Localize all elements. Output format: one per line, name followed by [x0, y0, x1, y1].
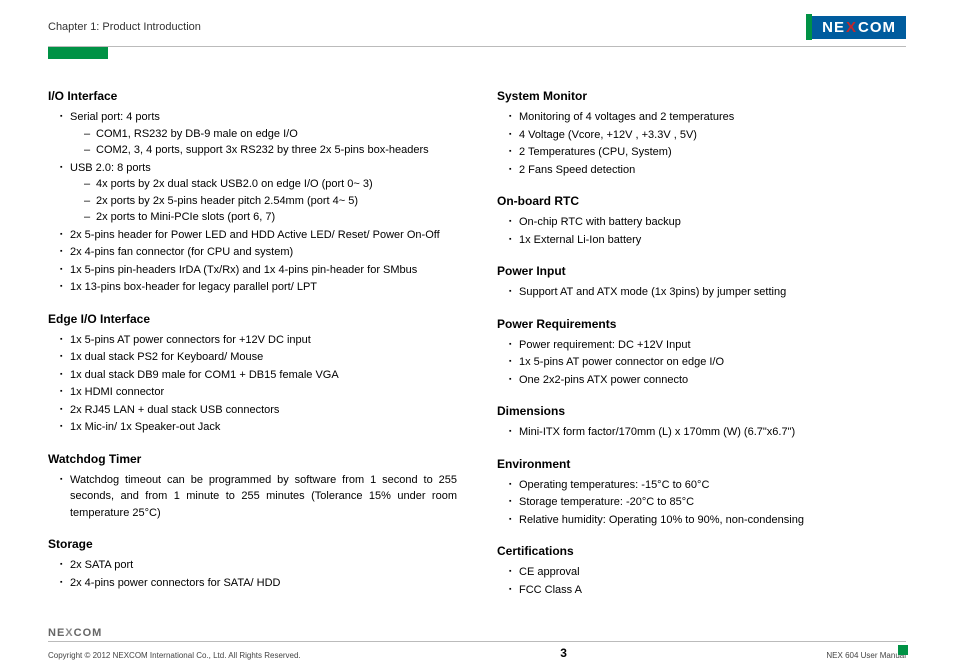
list-env: Operating temperatures: -15°C to 60°C St… — [497, 477, 906, 529]
list-item: 1x HDMI connector — [60, 384, 457, 401]
list-edge-io: 1x 5-pins AT power connectors for +12V D… — [48, 332, 457, 436]
list-item: 2x 4-pins fan connector (for CPU and sys… — [60, 244, 457, 261]
page: Chapter 1: Product Introduction NEXCOM I… — [0, 0, 954, 599]
section-title-edge-io: Edge I/O Interface — [48, 310, 457, 328]
footer-line: Copyright © 2012 NEXCOM International Co… — [48, 641, 906, 660]
list-item: 2 Temperatures (CPU, System) — [509, 144, 906, 161]
section-title-storage: Storage — [48, 535, 457, 553]
logo-part-2: COM — [858, 19, 896, 36]
list-sysmon: Monitoring of 4 voltages and 2 temperatu… — [497, 109, 906, 178]
list-rtc: On-chip RTC with battery backup 1x Exter… — [497, 214, 906, 248]
section-title-rtc: On-board RTC — [497, 192, 906, 210]
list-item: 2x RJ45 LAN + dual stack USB connectors — [60, 402, 457, 419]
list-item: 4 Voltage (Vcore, +12V , +3.3V , 5V) — [509, 127, 906, 144]
right-column: System Monitor Monitoring of 4 voltages … — [497, 87, 906, 599]
list-item: Monitoring of 4 voltages and 2 temperatu… — [509, 109, 906, 126]
footer-logo-1: NE — [48, 627, 65, 639]
list-item: On-chip RTC with battery backup — [509, 214, 906, 231]
list-item: 2 Fans Speed detection — [509, 162, 906, 179]
footer-logo-x: X — [65, 627, 73, 639]
list-item: Operating temperatures: -15°C to 60°C — [509, 477, 906, 494]
section-title-env: Environment — [497, 455, 906, 473]
copyright: Copyright © 2012 NEXCOM International Co… — [48, 651, 301, 660]
list-item: CE approval — [509, 564, 906, 581]
header-accent — [48, 47, 108, 59]
list-item: 1x Mic-in/ 1x Speaker-out Jack — [60, 419, 457, 436]
sublist: 4x ports by 2x dual stack USB2.0 on edge… — [70, 176, 457, 226]
list-item: 2x 4-pins power connectors for SATA/ HDD — [60, 575, 457, 592]
section-title-io: I/O Interface — [48, 87, 457, 105]
list-item: 2x SATA port — [60, 557, 457, 574]
section-title-watchdog: Watchdog Timer — [48, 450, 457, 468]
list-item: FCC Class A — [509, 582, 906, 599]
chapter-title: Chapter 1: Product Introduction — [48, 21, 201, 33]
page-number: 3 — [560, 646, 567, 660]
list-item: Relative humidity: Operating 10% to 90%,… — [509, 512, 906, 529]
list-item: 1x dual stack PS2 for Keyboard/ Mouse — [60, 349, 457, 366]
list-item: COM1, RS232 by DB-9 male on edge I/O — [84, 126, 457, 143]
list-item: 2x ports to Mini-PCIe slots (port 6, 7) — [84, 209, 457, 226]
list-storage: 2x SATA port 2x 4-pins power connectors … — [48, 557, 457, 591]
list-item: 1x External Li-Ion battery — [509, 232, 906, 249]
section-title-power-input: Power Input — [497, 262, 906, 280]
list-item: 1x dual stack DB9 male for COM1 + DB15 f… — [60, 367, 457, 384]
section-title-power-req: Power Requirements — [497, 315, 906, 333]
sublist: COM1, RS232 by DB-9 male on edge I/O COM… — [70, 126, 457, 159]
header: Chapter 1: Product Introduction NEXCOM — [48, 14, 906, 47]
list-item: 1x 5-pins AT power connectors for +12V D… — [60, 332, 457, 349]
logo-part-1: NE — [822, 19, 845, 36]
section-title-sysmon: System Monitor — [497, 87, 906, 105]
footer-logo: NEXCOM — [48, 627, 906, 639]
list-item: One 2x2-pins ATX power connecto — [509, 372, 906, 389]
section-title-cert: Certifications — [497, 542, 906, 560]
footer-right: NEX 604 User Manual — [826, 651, 906, 660]
logo-text: NEXCOM — [812, 16, 906, 39]
list-item: 2x 5-pins header for Power LED and HDD A… — [60, 227, 457, 244]
list-item: 1x 5-pins AT power connector on edge I/O — [509, 354, 906, 371]
list-item: 1x 13-pins box-header for legacy paralle… — [60, 279, 457, 296]
content: I/O Interface Serial port: 4 ports COM1,… — [48, 87, 906, 599]
left-column: I/O Interface Serial port: 4 ports COM1,… — [48, 87, 457, 599]
list-item: 4x ports by 2x dual stack USB2.0 on edge… — [84, 176, 457, 193]
list-power-req: Power requirement: DC +12V Input 1x 5-pi… — [497, 337, 906, 389]
section-title-dimensions: Dimensions — [497, 402, 906, 420]
list-item: Support AT and ATX mode (1x 3pins) by ju… — [509, 284, 906, 301]
list-cert: CE approval FCC Class A — [497, 564, 906, 598]
footer: NEXCOM Copyright © 2012 NEXCOM Internati… — [48, 627, 906, 660]
logo: NEXCOM — [806, 14, 906, 40]
logo-part-x: X — [846, 19, 857, 36]
item-text: Serial port: 4 ports — [70, 111, 160, 123]
list-item: Power requirement: DC +12V Input — [509, 337, 906, 354]
manual-name: NEX 604 User Manual — [826, 651, 906, 660]
list-dimensions: Mini-ITX form factor/170mm (L) x 170mm (… — [497, 424, 906, 441]
list-item: COM2, 3, 4 ports, support 3x RS232 by th… — [84, 142, 457, 159]
list-item: USB 2.0: 8 ports 4x ports by 2x dual sta… — [60, 160, 457, 226]
footer-logo-2: COM — [74, 627, 103, 639]
list-item: Serial port: 4 ports COM1, RS232 by DB-9… — [60, 109, 457, 159]
list-io: Serial port: 4 ports COM1, RS232 by DB-9… — [48, 109, 457, 296]
list-item: 2x ports by 2x 5-pins header pitch 2.54m… — [84, 193, 457, 210]
list-item: Mini-ITX form factor/170mm (L) x 170mm (… — [509, 424, 906, 441]
list-watchdog: Watchdog timeout can be programmed by so… — [48, 472, 457, 522]
footer-accent — [898, 645, 908, 655]
list-item: Storage temperature: -20°C to 85°C — [509, 494, 906, 511]
item-text: USB 2.0: 8 ports — [70, 162, 151, 174]
list-power-input: Support AT and ATX mode (1x 3pins) by ju… — [497, 284, 906, 301]
list-item: 1x 5-pins pin-headers IrDA (Tx/Rx) and 1… — [60, 262, 457, 279]
list-item: Watchdog timeout can be programmed by so… — [60, 472, 457, 522]
